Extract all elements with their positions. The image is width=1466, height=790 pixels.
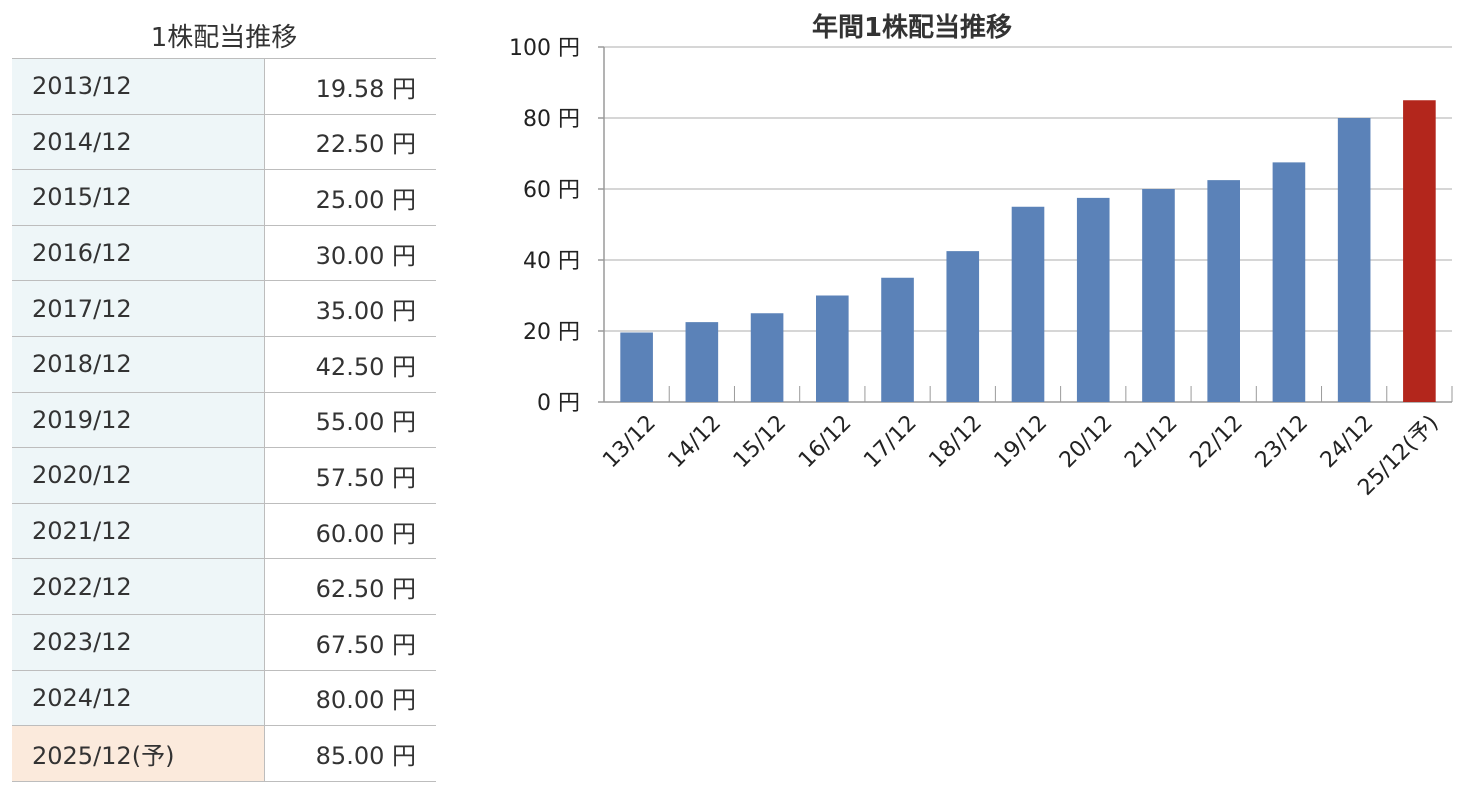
period-cell: 2016/12 xyxy=(12,225,265,282)
y-tick-label: 100 円 xyxy=(509,36,580,61)
amount-cell: 67.50 円 xyxy=(264,614,436,671)
bar xyxy=(1403,100,1436,402)
period-cell: 2015/12 xyxy=(12,169,265,226)
bar xyxy=(685,322,719,402)
x-tick-label: 18/12 xyxy=(924,411,987,474)
amount-cell: 25.00 円 xyxy=(264,169,436,226)
period-cell: 2018/12 xyxy=(12,336,265,393)
dividend-table: 2013/12 19.58 円 2014/12 22.50 円 2015/12 25.00… xyxy=(12,58,436,782)
bar xyxy=(1337,118,1371,402)
period-cell: 2014/12 xyxy=(12,114,265,171)
bar xyxy=(881,277,914,402)
amount-cell: 85.00 円 xyxy=(264,725,436,782)
period-cell: 2020/12 xyxy=(12,447,265,504)
table-row: 2021/12 60.00 円 xyxy=(12,503,436,560)
period-cell: 2017/12 xyxy=(12,280,265,337)
period-cell: 2023/12 xyxy=(12,614,265,671)
table-row: 2017/12 35.00 円 xyxy=(12,280,436,337)
amount-cell: 35.00 円 xyxy=(264,280,436,337)
x-tick-label: 15/12 xyxy=(729,411,792,474)
table-row: 2024/12 80.00 円 xyxy=(12,670,436,727)
bar xyxy=(1272,162,1306,402)
period-cell: 2013/12 xyxy=(12,58,265,115)
table-row: 2022/12 62.50 円 xyxy=(12,558,436,615)
amount-cell: 62.50 円 xyxy=(264,558,436,615)
table-row: 2018/12 42.50 円 xyxy=(12,336,436,393)
amount-cell: 57.50 円 xyxy=(264,447,436,504)
table-row: 2019/12 55.00 円 xyxy=(12,392,436,449)
x-tick-label: 19/12 xyxy=(990,411,1053,474)
amount-cell: 22.50 円 xyxy=(264,114,436,171)
table-row: 2014/12 22.50 円 xyxy=(12,114,436,171)
amount-cell: 19.58 円 xyxy=(264,58,436,115)
x-tick-label: 16/12 xyxy=(794,411,857,474)
x-tick-label: 13/12 xyxy=(598,411,661,474)
dividend-chart: 年間1株配当推移 0 円 20 円 40 円 60 円 80 円 100 円 13/12 14/… xyxy=(450,0,1466,520)
amount-cell: 60.00 円 xyxy=(264,503,436,560)
table-row: 2023/12 67.50 円 xyxy=(12,614,436,671)
table-row: 2020/12 57.50 円 xyxy=(12,447,436,504)
dividend-table-panel: 1株配当推移 2013/12 19.58 円 2014/12 22.50 円 2015/… xyxy=(12,0,436,782)
bar xyxy=(946,251,980,402)
y-tick-label: 80 円 xyxy=(523,107,580,132)
chart-title: 年間1株配当推移 xyxy=(812,12,1012,43)
period-cell: 2021/12 xyxy=(12,503,265,560)
x-tick-label: 23/12 xyxy=(1251,411,1314,474)
period-cell: 2025/12(予) xyxy=(12,725,265,782)
x-tick-label: 17/12 xyxy=(859,411,922,474)
y-tick-label: 60 円 xyxy=(523,178,580,203)
amount-cell: 42.50 円 xyxy=(264,336,436,393)
y-tick-label: 0 円 xyxy=(537,391,580,416)
period-cell: 2022/12 xyxy=(12,558,265,615)
bar xyxy=(1142,189,1175,402)
amount-cell: 55.00 円 xyxy=(264,392,436,449)
period-cell: 2019/12 xyxy=(12,392,265,449)
table-row: 2025/12(予) 85.00 円 xyxy=(12,725,436,782)
bar xyxy=(1207,180,1240,402)
x-tick-label: 21/12 xyxy=(1120,411,1183,474)
x-tick-label: 20/12 xyxy=(1055,411,1118,474)
bar xyxy=(816,295,849,402)
bar xyxy=(620,332,653,402)
table-title: 1株配当推移 xyxy=(150,23,298,53)
amount-cell: 30.00 円 xyxy=(264,225,436,282)
table-row: 2013/12 19.58 円 xyxy=(12,58,436,115)
bar xyxy=(1076,197,1110,402)
bar xyxy=(1011,206,1045,402)
x-tick-label: 22/12 xyxy=(1185,411,1248,474)
chart-svg: 年間1株配当推移 0 円 20 円 40 円 60 円 80 円 100 円 13/12 14/… xyxy=(509,12,1453,501)
y-tick-label: 20 円 xyxy=(523,320,580,345)
period-cell: 2024/12 xyxy=(12,670,265,727)
amount-cell: 80.00 円 xyxy=(264,670,436,727)
bar xyxy=(750,313,784,402)
x-tick-label: 24/12 xyxy=(1316,411,1379,474)
table-row: 2016/12 30.00 円 xyxy=(12,225,436,282)
y-tick-label: 40 円 xyxy=(523,249,580,274)
table-row: 2015/12 25.00 円 xyxy=(12,169,436,226)
x-tick-label: 14/12 xyxy=(664,411,727,474)
